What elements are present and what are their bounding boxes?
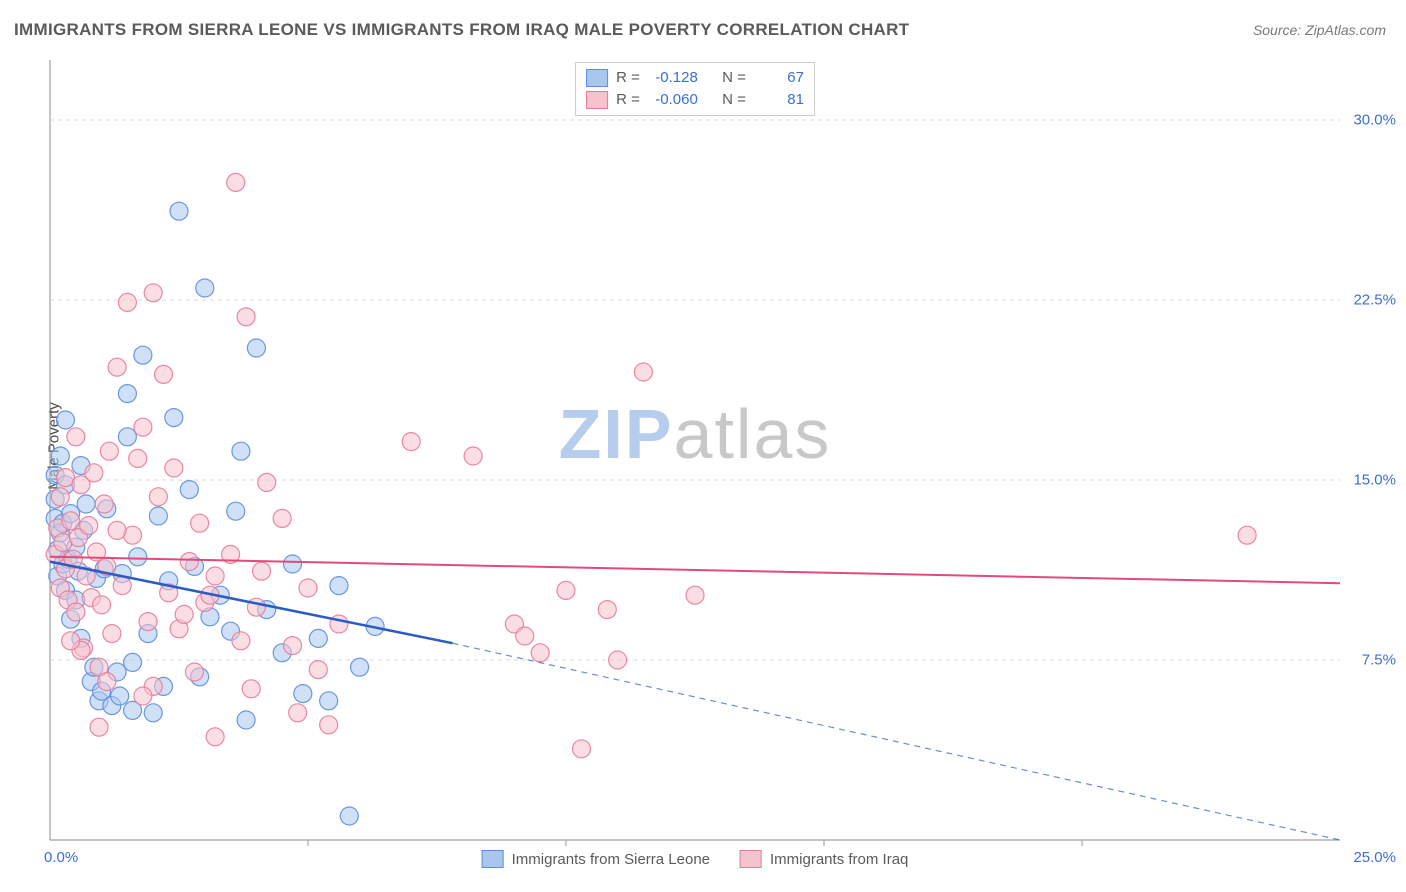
chart-title: IMMIGRANTS FROM SIERRA LEONE VS IMMIGRAN… bbox=[14, 20, 909, 40]
ytick-label-2: 22.5% bbox=[1353, 292, 1396, 309]
legend-n-label-2: N = bbox=[722, 89, 746, 111]
legend-r-value-1: -0.128 bbox=[648, 67, 698, 89]
legend-n-label-1: N = bbox=[722, 67, 746, 89]
legend-swatch-1 bbox=[586, 69, 608, 87]
legend-n-value-2: 81 bbox=[754, 89, 804, 111]
legend-bottom-label-2: Immigrants from Iraq bbox=[770, 851, 908, 868]
legend-series-names: Immigrants from Sierra Leone Immigrants … bbox=[482, 850, 909, 868]
legend-row-series-1: R = -0.128 N = 67 bbox=[586, 67, 804, 89]
legend-bottom-item-2: Immigrants from Iraq bbox=[740, 850, 908, 868]
legend-swatch-2 bbox=[586, 91, 608, 109]
ytick-label-0: 7.5% bbox=[1362, 652, 1396, 669]
xtick-label-max: 25.0% bbox=[1353, 849, 1396, 866]
legend-r-value-2: -0.060 bbox=[648, 89, 698, 111]
legend-correlation-box: R = -0.128 N = 67 R = -0.060 N = 81 bbox=[575, 62, 815, 116]
chart-svg bbox=[50, 60, 1340, 840]
ytick-label-1: 15.0% bbox=[1353, 472, 1396, 489]
legend-bottom-swatch-2 bbox=[740, 850, 762, 868]
legend-r-label-1: R = bbox=[616, 67, 640, 89]
legend-bottom-item-1: Immigrants from Sierra Leone bbox=[482, 850, 710, 868]
legend-row-series-2: R = -0.060 N = 81 bbox=[586, 89, 804, 111]
legend-r-label-2: R = bbox=[616, 89, 640, 111]
source-name: ZipAtlas.com bbox=[1305, 22, 1386, 38]
legend-n-value-1: 67 bbox=[754, 67, 804, 89]
xtick-label-min: 0.0% bbox=[44, 849, 78, 866]
source-attribution: Source: ZipAtlas.com bbox=[1253, 22, 1386, 38]
legend-bottom-swatch-1 bbox=[482, 850, 504, 868]
ytick-label-3: 30.0% bbox=[1353, 112, 1396, 129]
source-label: Source: bbox=[1253, 22, 1305, 38]
chart-plot-area: ZIPatlas R = -0.128 N = 67 R = -0.060 N … bbox=[50, 60, 1340, 840]
legend-bottom-label-1: Immigrants from Sierra Leone bbox=[512, 851, 710, 868]
